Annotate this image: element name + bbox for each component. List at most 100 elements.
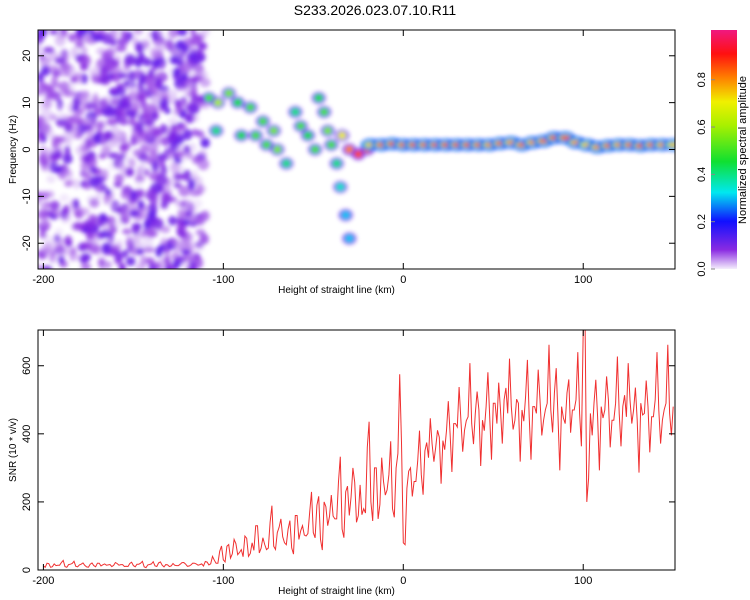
noise-cell	[145, 188, 157, 201]
bottom-xtick-label: 100	[574, 575, 592, 587]
noise-cell	[148, 86, 160, 94]
noise-cell	[190, 34, 203, 46]
top-xtick-label: 100	[574, 274, 592, 286]
noise-cell	[158, 244, 165, 252]
noise-cell	[66, 170, 73, 178]
noise-cell	[150, 93, 163, 105]
noise-cell	[187, 233, 194, 241]
noise-cell	[160, 226, 171, 234]
noise-cell	[137, 121, 144, 134]
noise-cell	[135, 43, 144, 54]
noise-cell	[54, 227, 64, 237]
noise-cell	[172, 109, 180, 117]
noise-cell	[72, 110, 81, 121]
noise-cell	[123, 80, 130, 87]
noise-cell	[57, 247, 67, 258]
snr-line	[43, 330, 674, 569]
noise-cell	[173, 182, 182, 189]
top-ytick-label: 20	[21, 50, 33, 62]
noise-cell	[89, 198, 100, 208]
feature-cell	[345, 235, 354, 243]
noise-cell	[155, 30, 165, 38]
noise-cell	[164, 107, 171, 115]
feature-cell	[338, 131, 347, 139]
noise-cell	[58, 81, 71, 92]
noise-cell	[176, 224, 186, 237]
noise-cell	[169, 55, 179, 65]
noise-cell	[105, 260, 112, 269]
feature-cell	[262, 141, 271, 149]
noise-cell	[61, 30, 68, 38]
feature-cell	[327, 141, 336, 149]
noise-cell	[143, 220, 151, 230]
noise-cell	[121, 249, 129, 258]
noise-cell	[175, 40, 186, 51]
top-ytick-label: -10	[21, 188, 33, 204]
noise-cell	[129, 190, 139, 201]
noise-cell	[72, 131, 83, 140]
noise-cell	[121, 206, 132, 218]
top-ytick-label: 10	[21, 97, 33, 109]
colorbar-tick-label: 0.8	[696, 72, 708, 87]
noise-cell	[70, 246, 77, 256]
noise-cell	[109, 202, 120, 210]
noise-cell	[145, 257, 155, 265]
noise-cell	[183, 219, 190, 226]
feature-cell	[251, 131, 260, 139]
noise-cell	[161, 136, 170, 147]
noise-cell	[38, 72, 45, 83]
noise-cell	[128, 118, 136, 126]
noise-cell	[84, 172, 91, 181]
noise-cell	[142, 41, 151, 49]
noise-cell	[64, 145, 71, 157]
noise-cell	[120, 190, 131, 200]
noise-cell	[103, 130, 114, 140]
noise-cell	[102, 222, 111, 233]
noise-cell	[189, 142, 197, 153]
noise-cell	[159, 123, 168, 134]
noise-cell	[54, 56, 66, 65]
top-xtick-label: 0	[400, 274, 406, 286]
noise-cell	[167, 130, 177, 142]
noise-cell	[94, 193, 103, 200]
noise-cell	[184, 240, 196, 251]
noise-cell	[53, 166, 62, 173]
noise-cell	[68, 80, 76, 92]
noise-cell	[38, 101, 45, 112]
noise-cell	[196, 216, 206, 226]
noise-cell	[132, 224, 140, 236]
feature-cell	[273, 146, 282, 153]
noise-cell	[172, 67, 181, 77]
snr-panel: -200 -100 0 100 0 200 400 600 Height of straight…	[8, 329, 676, 597]
noise-cell	[56, 102, 63, 113]
noise-cell	[98, 152, 107, 160]
bottom-ytick-label: 200	[21, 493, 33, 511]
feature-cell	[296, 122, 305, 130]
noise-cell	[184, 113, 195, 124]
noise-cell	[73, 178, 80, 190]
noise-cell	[115, 45, 127, 53]
noise-cell	[147, 210, 157, 219]
noise-cell	[125, 256, 136, 267]
bottom-xlabel: Height of straight line (km)	[278, 586, 395, 597]
noise-cell	[71, 253, 82, 261]
bottom-ytick-label: 400	[21, 425, 33, 443]
noise-cell	[129, 209, 140, 218]
noise-cell	[39, 191, 49, 200]
noise-cell	[63, 89, 76, 98]
noise-cell	[159, 87, 169, 95]
noise-cell	[166, 89, 178, 98]
noise-cell	[57, 143, 64, 153]
noise-cell	[153, 261, 161, 269]
noise-cell	[63, 204, 70, 215]
top-ytick-label: -20	[21, 235, 33, 251]
feature-cell	[212, 127, 221, 135]
noise-cell	[145, 125, 155, 135]
noise-cell	[57, 172, 68, 180]
noise-cell	[75, 123, 83, 134]
noise-cell	[118, 143, 129, 152]
noise-cell	[191, 114, 200, 123]
colorbar-gradient	[711, 30, 737, 269]
noise-cell	[83, 154, 91, 163]
